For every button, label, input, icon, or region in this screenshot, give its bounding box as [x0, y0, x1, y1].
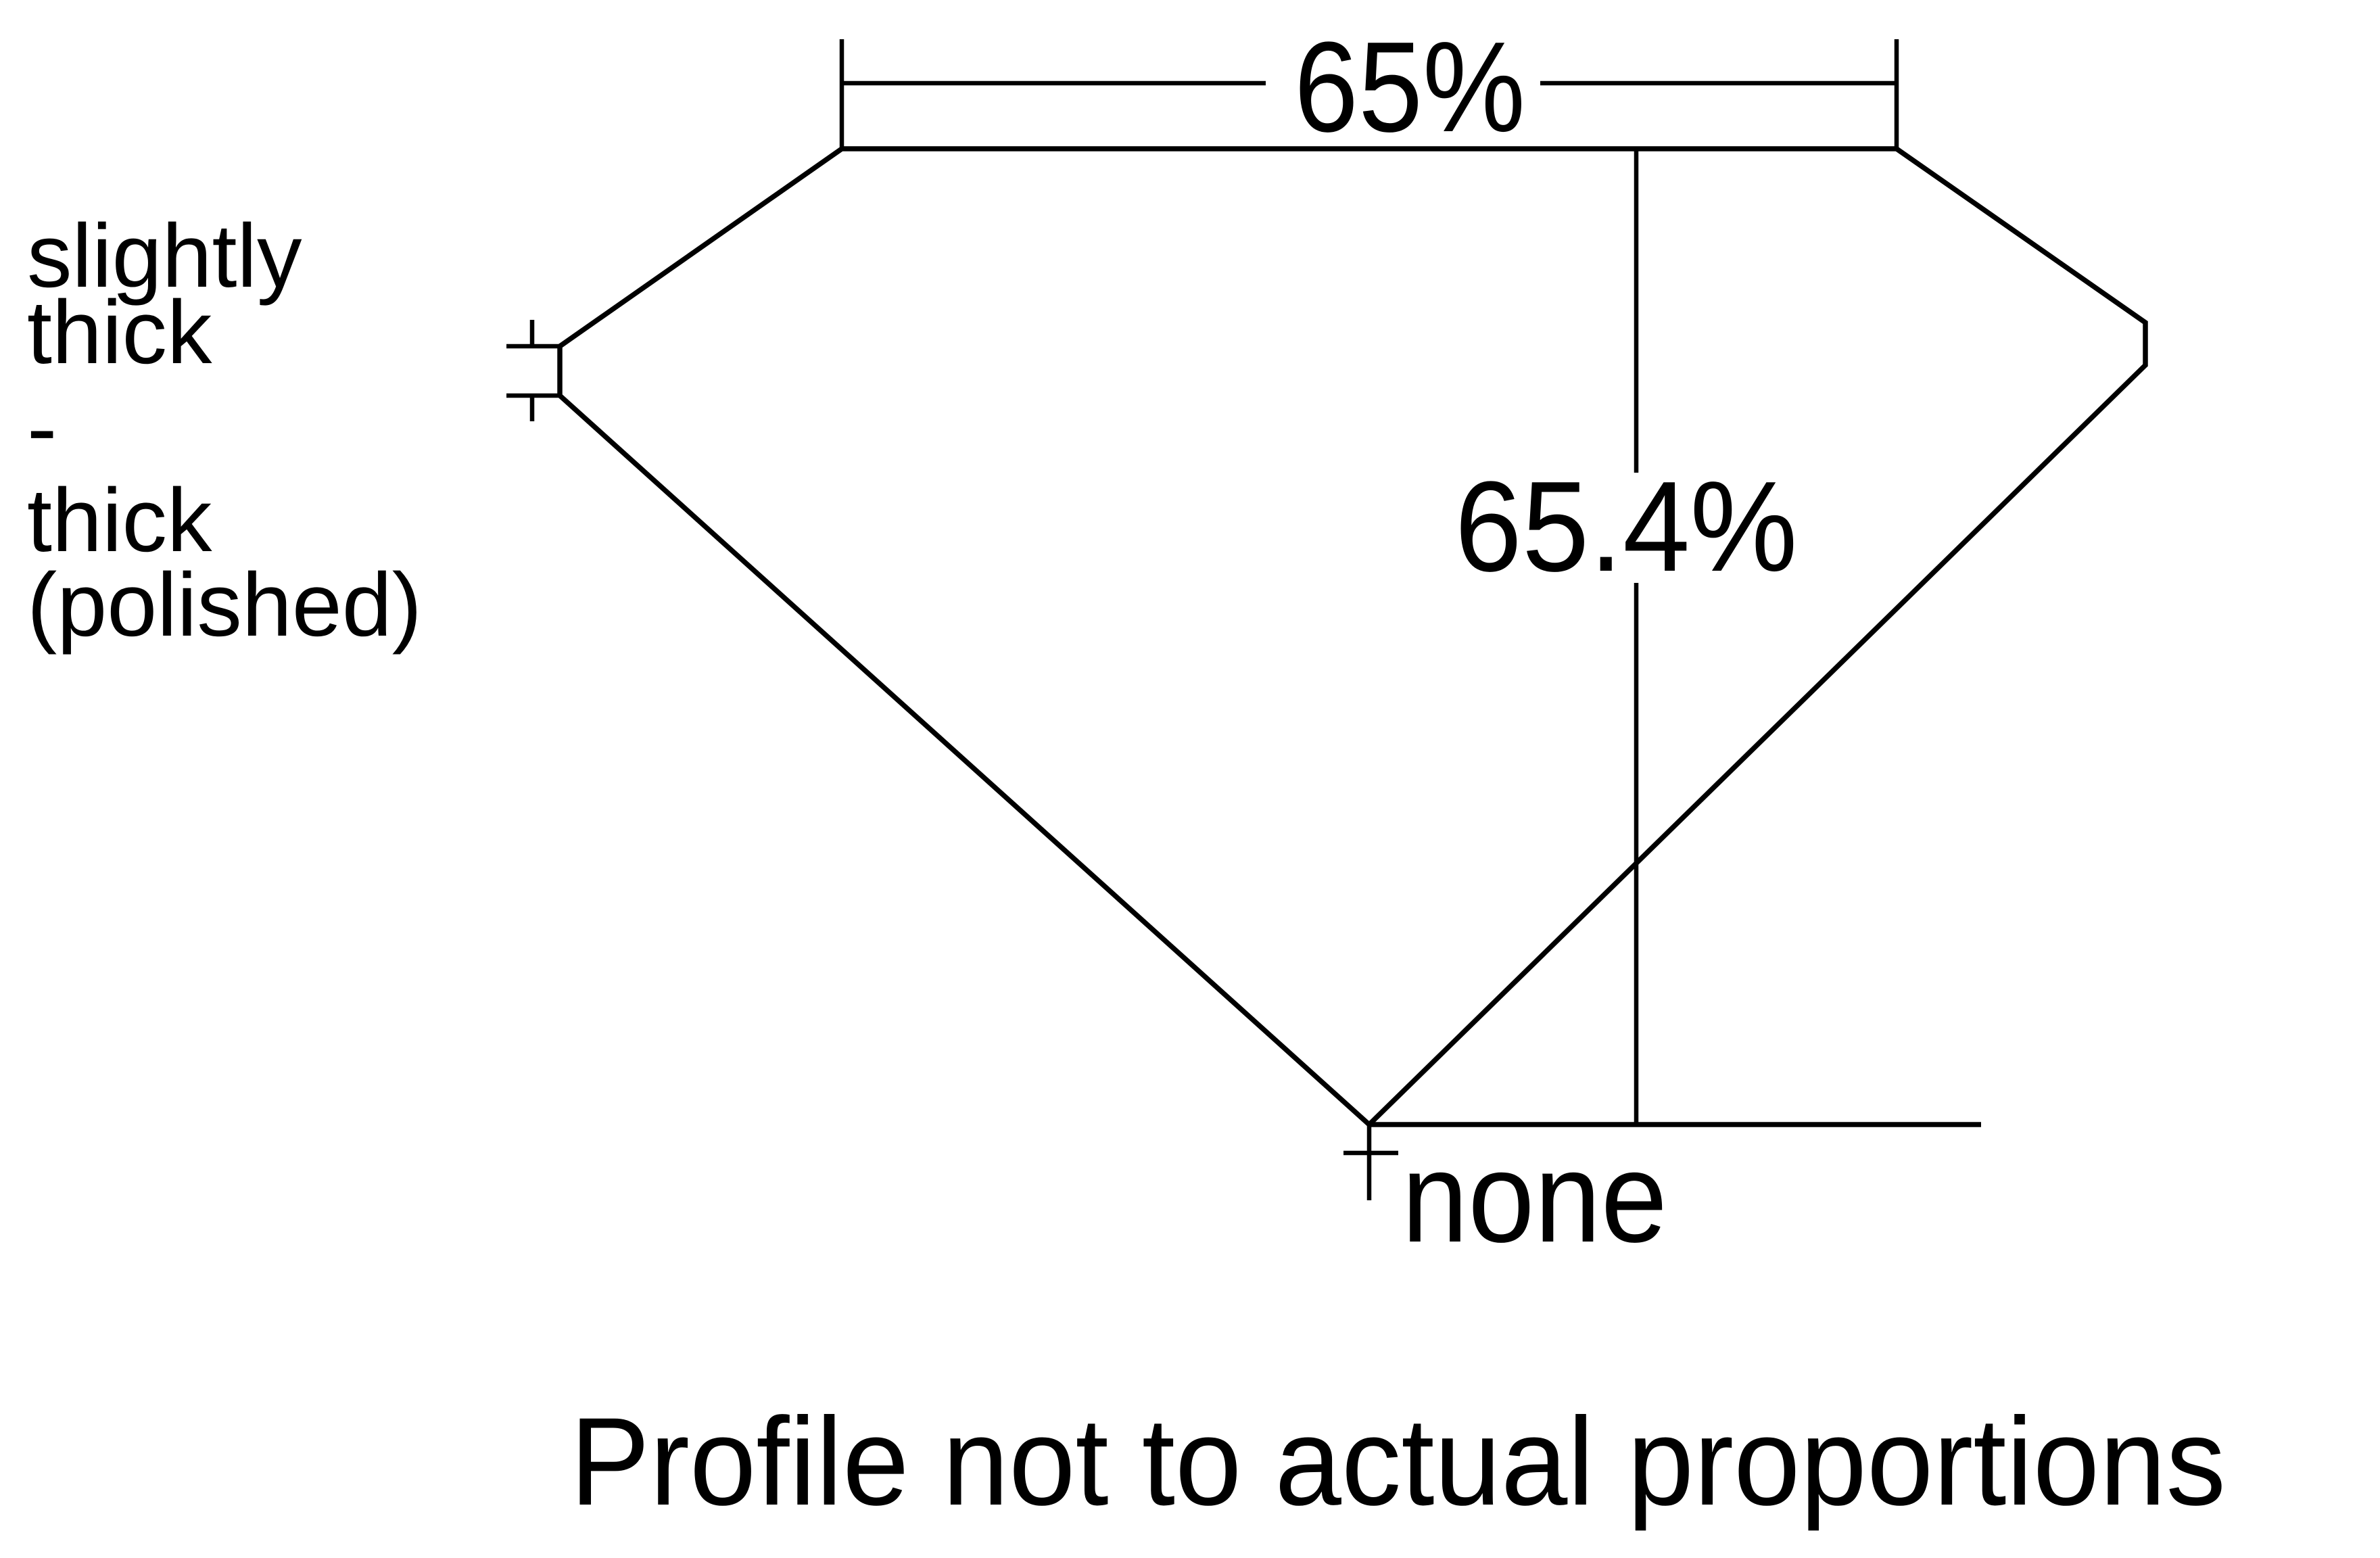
girdle-label-line-2: thick — [27, 283, 212, 383]
culet-marker — [1343, 1125, 1398, 1200]
table-width-label: 65% — [1294, 16, 1525, 159]
table-width-dimension — [839, 39, 1899, 149]
girdle-label-line-4: thick — [27, 471, 212, 571]
diamond-outline — [557, 146, 2148, 1129]
caption: Profile not to actual proportions — [570, 1392, 2226, 1532]
girdle-label-line-1: slightly — [27, 206, 302, 306]
girdle-label: slightly thick - thick (polished) — [27, 206, 422, 655]
culet-label: none — [1402, 1126, 1667, 1269]
girdle-label-line-5: (polished) — [27, 555, 422, 655]
depth-label: 65.4% — [1455, 455, 1798, 598]
girdle-label-line-3: - — [27, 378, 57, 478]
girdle-thickness-marks — [506, 320, 561, 421]
